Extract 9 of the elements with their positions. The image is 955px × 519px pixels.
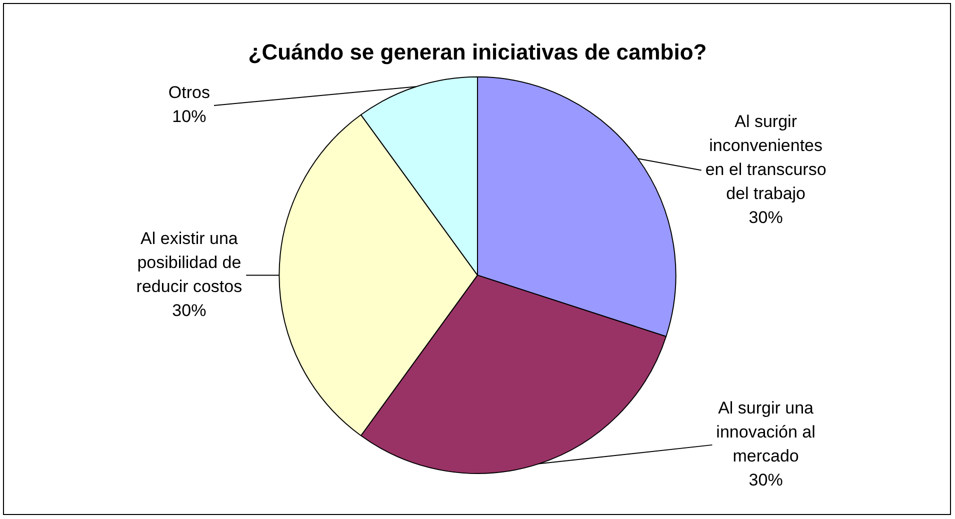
slice-label: Al surgir inconvenientes en el transcurso del trabajo [705, 112, 826, 203]
data-label: 30% [748, 470, 783, 490]
data-label: 30% [748, 208, 783, 227]
chart-title: ¿Cuándo se generan iniciativas de cambio? [248, 39, 707, 64]
data-label: 10% [172, 107, 206, 126]
slice-label: Al surgir una innovación al mercado [716, 398, 816, 466]
slice-label: Otros [168, 83, 210, 102]
slice-label: Al existir una posibilidad de reducir costos [136, 228, 242, 296]
data-label: 30% [172, 300, 206, 320]
